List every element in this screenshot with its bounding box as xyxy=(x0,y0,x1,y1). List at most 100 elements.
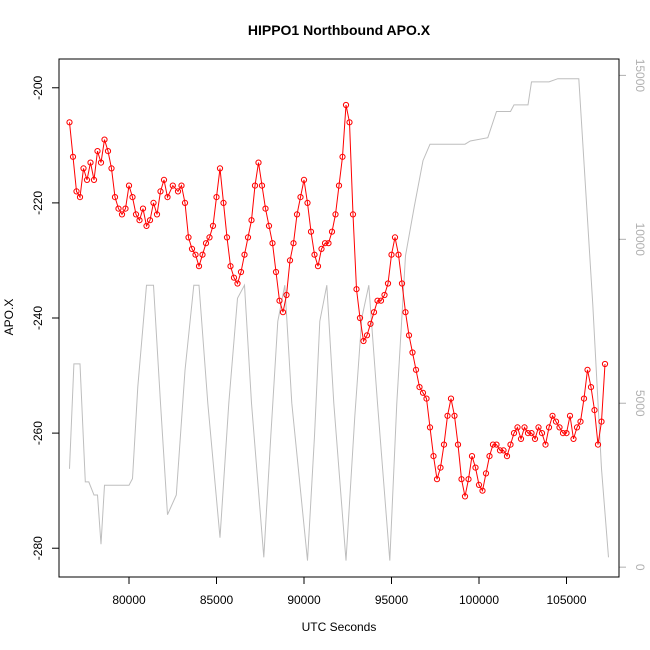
apo-point xyxy=(601,360,609,368)
x-tick-label: 90000 xyxy=(287,593,321,607)
apo-point xyxy=(83,176,91,183)
apo-point xyxy=(573,424,581,431)
apo-point xyxy=(101,136,108,143)
apo-point xyxy=(272,268,280,276)
apo-point xyxy=(265,222,273,229)
apo-point xyxy=(542,441,549,448)
apo-point xyxy=(524,430,532,437)
apo-point xyxy=(381,291,388,299)
x-tick-label: 100000 xyxy=(459,593,499,607)
apo-point xyxy=(192,251,199,258)
apo-point xyxy=(213,194,220,201)
apo-point xyxy=(377,297,385,304)
apo-point xyxy=(216,165,224,172)
apo-point xyxy=(111,194,119,201)
apo-point xyxy=(598,418,605,425)
x-axis-label: UTC Seconds xyxy=(302,620,377,634)
apo-point xyxy=(409,349,416,356)
apo-point xyxy=(136,217,143,224)
apo-point xyxy=(286,257,294,264)
apo-point xyxy=(472,464,479,471)
apo-point xyxy=(80,165,87,172)
apo-point xyxy=(447,395,455,402)
apo-point xyxy=(104,148,112,155)
apo-point xyxy=(444,412,451,419)
apo-point xyxy=(290,240,297,247)
apo-point xyxy=(566,412,574,419)
apo-point xyxy=(535,424,542,431)
apo-point xyxy=(241,251,248,258)
apo-point xyxy=(227,263,234,270)
y2-tick-label: 15000 xyxy=(633,59,647,93)
apo-point xyxy=(580,395,588,402)
apo-point xyxy=(458,476,465,483)
apo-point xyxy=(125,182,133,189)
apo-point xyxy=(419,389,427,396)
x-tick-label: 95000 xyxy=(375,593,409,607)
apo-point xyxy=(90,176,98,183)
y-axis-label: APO.X xyxy=(2,299,16,336)
apo-point xyxy=(220,199,227,206)
apo-point xyxy=(356,314,364,322)
apo-point xyxy=(314,263,322,270)
apo-point xyxy=(276,297,283,304)
apo-point xyxy=(346,119,353,126)
apo-point xyxy=(468,453,476,460)
apo-point xyxy=(584,366,591,373)
apo-point xyxy=(118,211,126,218)
apo-point xyxy=(185,234,192,241)
y2-tick-label: 10000 xyxy=(633,223,647,257)
apo-point xyxy=(248,217,255,224)
apo-point xyxy=(293,211,301,218)
apo-point xyxy=(169,182,176,189)
x-tick-label: 85000 xyxy=(200,593,234,607)
apo-point xyxy=(129,194,136,201)
apo-point xyxy=(262,205,269,212)
apo-point xyxy=(164,194,171,201)
apo-point xyxy=(416,384,423,391)
apo-point xyxy=(451,412,458,419)
apo-point xyxy=(209,222,217,229)
plot-layer: 80000 85000 90000 95000 100000 105000 -200 -220… xyxy=(31,59,647,607)
apo-point xyxy=(234,280,241,287)
apo-point xyxy=(360,337,367,345)
apo-point xyxy=(482,470,490,477)
apo-point xyxy=(160,176,168,183)
apo-point xyxy=(195,263,203,270)
apo-point xyxy=(363,332,371,339)
apo-point xyxy=(367,320,374,327)
apo-point xyxy=(517,435,525,442)
apo-point xyxy=(325,240,332,247)
apo-point xyxy=(549,412,556,419)
apo-point xyxy=(405,332,413,339)
apo-point xyxy=(132,211,140,218)
apo-point xyxy=(496,447,504,454)
apo-point xyxy=(139,205,147,212)
x-tick-label: 80000 xyxy=(112,593,146,607)
y-tick-label: -200 xyxy=(31,75,45,99)
apo-point xyxy=(531,435,539,442)
y-tick-label: -220 xyxy=(31,191,45,215)
apo-point xyxy=(577,418,584,425)
apo-point xyxy=(269,240,276,247)
apo-point xyxy=(402,309,409,316)
apo-point xyxy=(412,366,420,373)
apo-point xyxy=(493,441,500,448)
apo-point xyxy=(230,274,238,281)
x-tick-label: 105000 xyxy=(546,593,586,607)
apo-point xyxy=(391,234,399,241)
apo-point xyxy=(73,188,80,195)
apo-point xyxy=(178,182,185,189)
y-tick-label: -260 xyxy=(31,421,45,445)
apo-point xyxy=(279,309,287,316)
apo-point xyxy=(174,188,182,195)
apo-point xyxy=(199,251,206,258)
apo-point xyxy=(398,280,406,287)
altitude-line xyxy=(69,78,609,561)
apo-point xyxy=(587,384,595,391)
apo-point xyxy=(87,159,94,166)
apo-point xyxy=(528,430,535,437)
apo-point xyxy=(283,291,290,299)
chart-title: HIPPO1 Northbound APO.X xyxy=(248,22,431,38)
